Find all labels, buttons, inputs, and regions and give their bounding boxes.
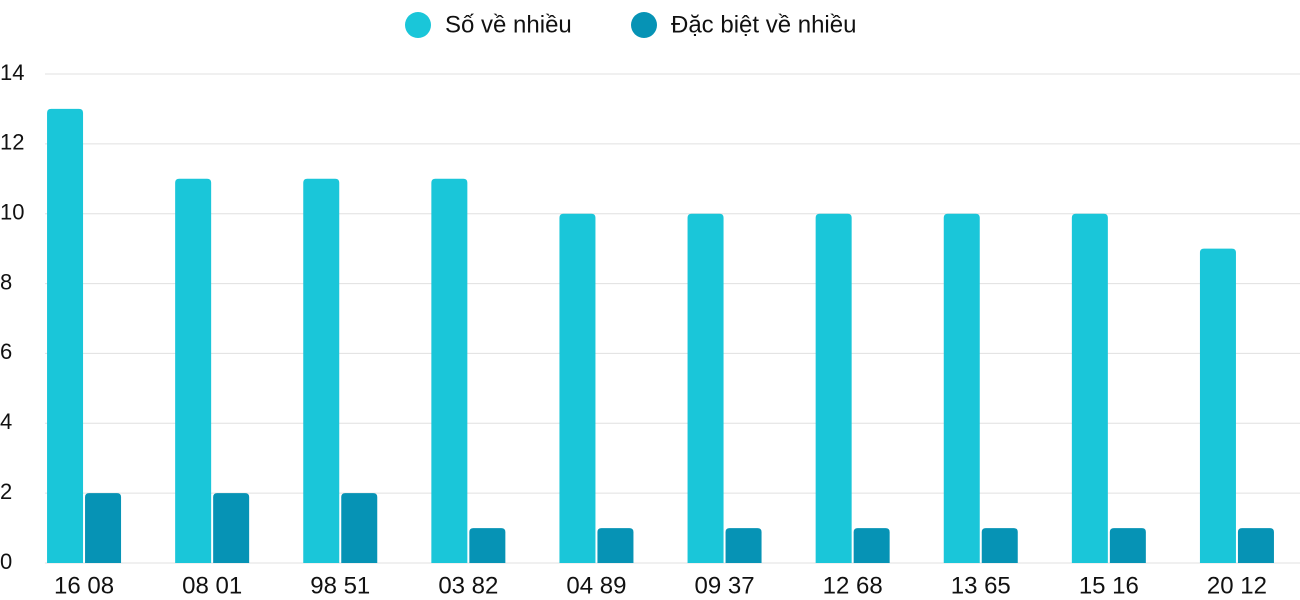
y-tick-label: 8	[0, 269, 12, 294]
bar	[431, 178, 468, 564]
y-tick-label: 12	[0, 130, 24, 155]
x-tick-label: 16 08	[54, 572, 114, 599]
legend-marker	[631, 12, 657, 38]
legend-marker	[405, 12, 431, 38]
x-tick-label: 13 65	[951, 572, 1011, 599]
bar	[725, 528, 762, 563]
x-tick-label: 08 01	[182, 572, 242, 599]
bar	[1109, 528, 1146, 563]
bar	[85, 493, 122, 563]
bar	[47, 108, 84, 563]
y-tick-label: 10	[0, 200, 24, 225]
x-tick-label: 20 12	[1207, 572, 1267, 599]
x-tick-label: 04 89	[566, 572, 626, 599]
bar	[815, 213, 852, 563]
bar	[559, 213, 596, 563]
y-tick-label: 2	[0, 479, 12, 504]
bar	[687, 213, 724, 563]
x-tick-label: 98 51	[310, 572, 370, 599]
bar	[341, 493, 378, 563]
legend-label: Đặc biệt về nhiều	[671, 11, 856, 38]
bar	[303, 178, 340, 564]
bar	[469, 528, 506, 563]
bar	[943, 213, 980, 563]
bar	[1071, 213, 1108, 563]
bar	[853, 528, 890, 563]
bar	[175, 178, 212, 564]
x-tick-label: 15 16	[1079, 572, 1139, 599]
bar	[597, 528, 634, 563]
y-tick-label: 4	[0, 409, 12, 434]
bar	[1237, 528, 1274, 563]
bar	[213, 493, 250, 563]
y-tick-label: 0	[0, 549, 12, 574]
x-tick-label: 09 37	[695, 572, 755, 599]
x-tick-label: 03 82	[438, 572, 498, 599]
legend-label: Số về nhiều	[445, 11, 572, 38]
bar	[1199, 248, 1236, 563]
y-tick-label: 14	[0, 60, 24, 85]
bar	[981, 528, 1018, 563]
y-tick-label: 6	[0, 339, 12, 364]
x-tick-label: 12 68	[823, 572, 883, 599]
